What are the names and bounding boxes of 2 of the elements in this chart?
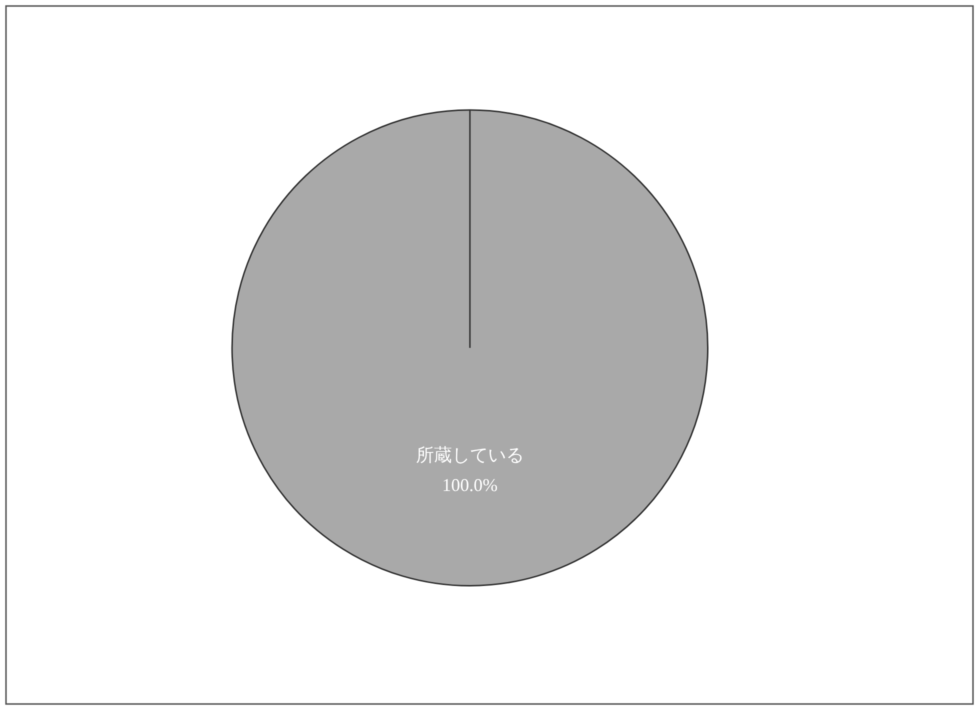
slice-label: 所蔵している	[416, 444, 524, 465]
data-label: 100.0%	[442, 474, 498, 495]
